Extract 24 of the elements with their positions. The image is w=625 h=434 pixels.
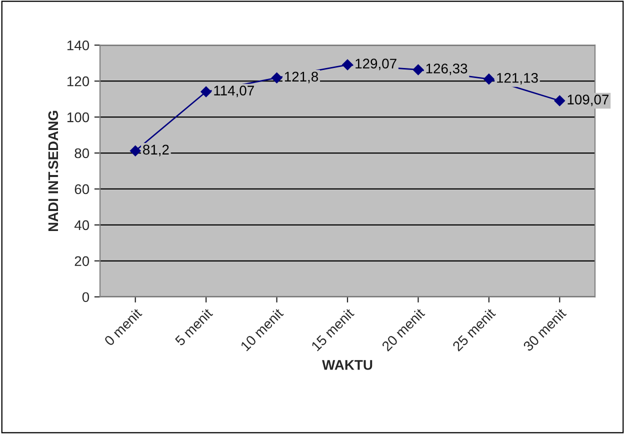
point xyxy=(342,59,353,70)
x-axis-title: WAKTU xyxy=(322,360,372,370)
y-tick-label: 140 xyxy=(67,40,90,50)
data-label: 129,07 xyxy=(356,58,396,70)
point xyxy=(484,74,494,84)
data-label: 109,07 xyxy=(568,94,608,106)
y-tick-label: 20 xyxy=(74,256,90,266)
y-tick-label: 0 xyxy=(82,292,90,302)
data-label: 81,2 xyxy=(143,144,169,156)
point xyxy=(200,86,212,98)
data-label: 114,07 xyxy=(214,86,254,98)
y-tick-label: 120 xyxy=(67,76,90,86)
point xyxy=(130,145,141,156)
y-tick-label: 80 xyxy=(74,148,90,158)
point xyxy=(271,72,282,84)
data-label: 121,13 xyxy=(497,72,538,84)
data-label: 121,8 xyxy=(284,72,318,84)
y-axis-title: NADI INT.SEDANG xyxy=(48,110,58,232)
y-tick-label: 60 xyxy=(74,184,90,194)
y-tick-label: 100 xyxy=(67,112,90,122)
y-tick-label: 40 xyxy=(74,220,90,230)
point xyxy=(554,95,566,106)
point xyxy=(412,64,424,76)
data-label: 126,33 xyxy=(426,64,468,76)
